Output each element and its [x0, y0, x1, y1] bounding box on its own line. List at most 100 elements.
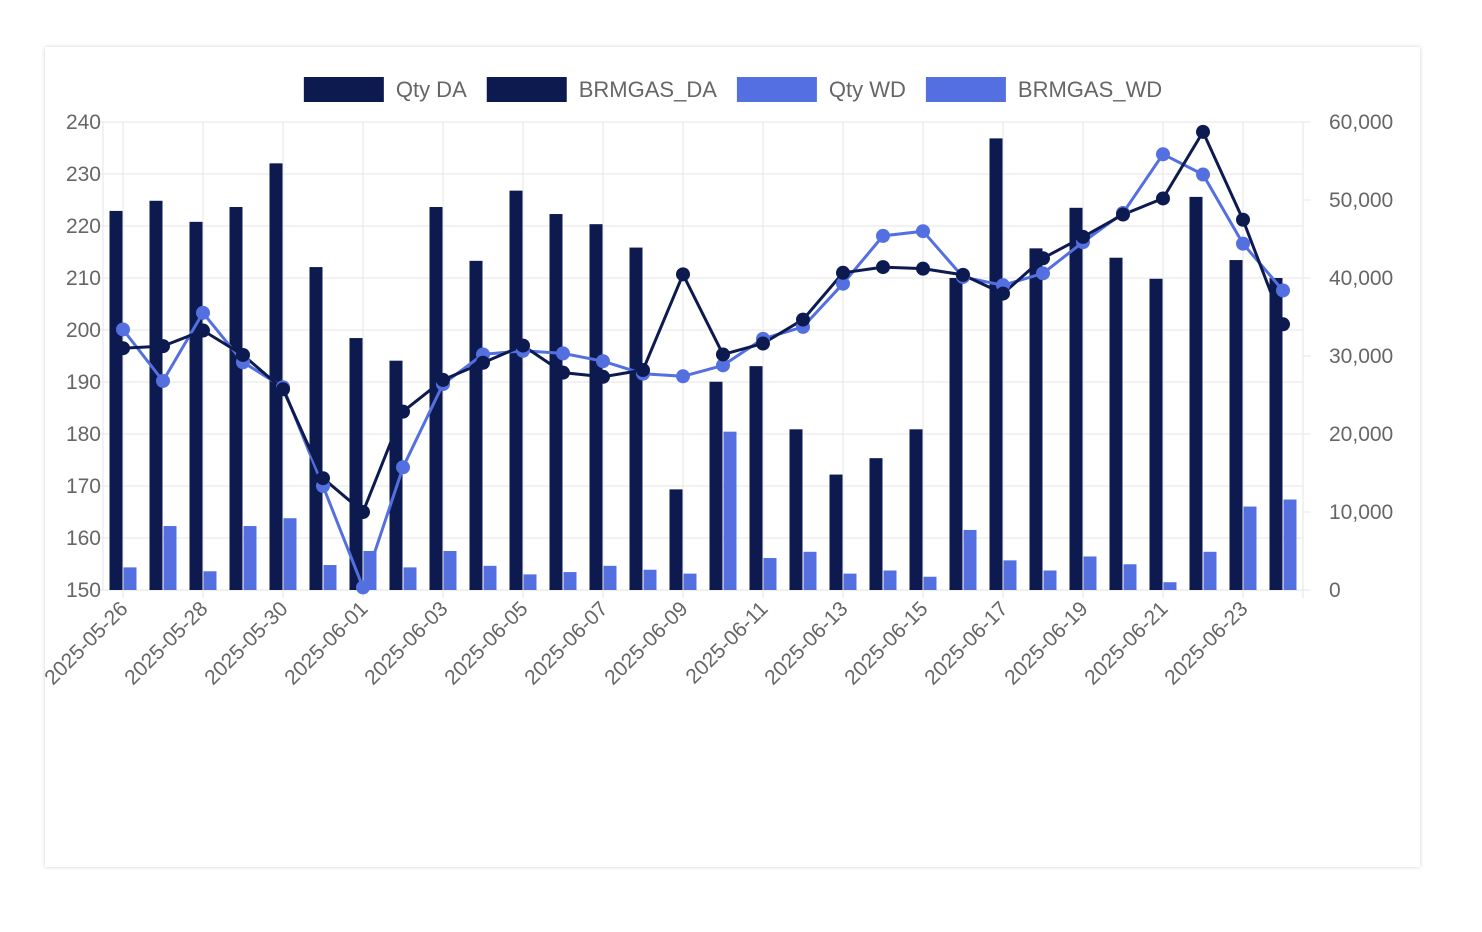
point-brmgas-wd	[116, 322, 130, 337]
point-brmgas-da	[596, 369, 610, 384]
bar-qty-wd	[1083, 556, 1097, 590]
x-tick-label: 2025-06-03	[360, 597, 452, 689]
point-brmgas-wd	[916, 224, 930, 239]
point-brmgas-da	[316, 471, 330, 486]
bar-qty-wd	[883, 570, 897, 590]
point-brmgas-da	[156, 339, 170, 354]
x-tick-label: 2025-06-17	[920, 597, 1012, 689]
bar-qty-wd	[403, 567, 417, 590]
y-right-tick-label: 0	[1329, 579, 1341, 602]
point-brmgas-da	[1036, 251, 1050, 266]
y-right-tick-label: 20,000	[1329, 423, 1393, 446]
point-brmgas-da	[1236, 212, 1250, 227]
x-tick-label: 2025-05-28	[120, 597, 212, 689]
bar-qty-da	[1149, 278, 1163, 590]
bar-qty-wd	[723, 431, 737, 590]
line-brmgas-wd	[121, 152, 1285, 589]
bar-qty-da	[1069, 207, 1083, 591]
bar-qty-da	[1029, 248, 1043, 591]
bar-qty-wd	[1283, 499, 1297, 590]
point-brmgas-da	[396, 404, 410, 419]
y-left-tick-label: 160	[66, 527, 101, 550]
bar-qty-wd	[923, 576, 937, 590]
point-brmgas-wd	[356, 580, 370, 595]
bar-qty-da	[909, 429, 923, 590]
y-left-tick-label: 190	[66, 371, 101, 394]
bar-qty-da	[229, 207, 243, 590]
point-brmgas-wd	[1276, 283, 1290, 298]
point-brmgas-wd	[836, 276, 850, 291]
bar-qty-wd	[483, 565, 497, 590]
point-brmgas-da	[716, 347, 730, 362]
legend-label: Qty DA	[396, 77, 467, 102]
point-brmgas-da	[636, 363, 650, 378]
y-right-tick-label: 40,000	[1329, 267, 1393, 290]
point-brmgas-da	[276, 382, 290, 397]
x-tick-label: 2025-06-05	[440, 597, 532, 689]
point-brmgas-da	[1156, 191, 1170, 206]
bar-qty-wd	[1163, 582, 1177, 590]
y-left-tick-label: 210	[66, 267, 101, 290]
point-brmgas-da	[916, 261, 930, 276]
points	[116, 124, 1290, 595]
bar-qty-da	[669, 489, 683, 590]
bar-qty-da	[789, 429, 803, 590]
point-brmgas-da	[1076, 229, 1090, 244]
y-right-tick-label: 10,000	[1329, 501, 1393, 524]
point-brmgas-wd	[676, 369, 690, 384]
x-tick-label: 2025-06-01	[280, 597, 372, 689]
y-left-tick-label: 220	[66, 215, 101, 238]
legend: Qty DA BRMGAS_DA Qty WD BRMGAS_WD	[303, 77, 1162, 102]
point-brmgas-da	[1116, 207, 1130, 222]
point-brmgas-da	[236, 347, 250, 362]
point-brmgas-da	[676, 267, 690, 282]
bar-qty-wd	[1043, 570, 1057, 590]
bar-qty-da	[749, 366, 763, 590]
legend-swatch	[736, 77, 817, 102]
point-brmgas-da	[796, 312, 810, 327]
bar-qty-wd	[963, 529, 977, 590]
bar-qty-wd	[1203, 551, 1217, 590]
bar-qty-da	[949, 278, 963, 590]
x-tick-label: 2025-06-21	[1080, 597, 1172, 689]
bar-qty-wd	[243, 526, 257, 590]
x-tick-label: 2025-06-07	[520, 597, 612, 689]
x-tick-label: 2025-06-11	[681, 597, 772, 688]
point-brmgas-da	[876, 260, 890, 275]
y-right-tick-label: 50,000	[1329, 189, 1393, 212]
bar-qty-da	[989, 138, 1003, 590]
x-tick-label: 2025-05-26	[40, 597, 132, 689]
bar-qty-da	[589, 224, 603, 590]
bar-qty-da	[109, 210, 123, 591]
bar-qty-wd	[163, 526, 177, 590]
bar-qty-wd	[1123, 564, 1137, 590]
bar-qty-da	[549, 214, 563, 591]
bar-qty-da	[349, 338, 363, 590]
point-brmgas-wd	[396, 460, 410, 475]
point-brmgas-wd	[876, 228, 890, 243]
bar-qty-wd	[443, 551, 457, 590]
bar-qty-da	[469, 260, 483, 590]
x-tick-label: 2025-06-15	[840, 597, 932, 689]
bar-qty-da	[869, 458, 883, 590]
bar-qty-wd	[1003, 560, 1017, 590]
legend-label: BRMGAS_DA	[579, 77, 717, 102]
bar-qty-da	[189, 221, 203, 590]
line-brmgas-da	[122, 130, 1285, 514]
y-right-tick-label: 30,000	[1329, 345, 1393, 368]
bar-qty-wd	[1243, 506, 1257, 590]
point-brmgas-da	[356, 505, 370, 519]
bar-qty-wd	[803, 551, 817, 590]
bar-qty-wd	[643, 569, 657, 590]
bar-qty-wd	[603, 565, 617, 590]
point-brmgas-da	[436, 372, 450, 387]
bar-qty-da	[1189, 196, 1203, 590]
bar-qty-wd	[323, 565, 337, 590]
point-brmgas-da	[516, 338, 530, 353]
y-left-tick-label: 170	[66, 475, 101, 498]
bar-qty-da	[709, 381, 723, 590]
bar-qty-da	[629, 247, 643, 590]
legend-label: Qty WD	[829, 77, 906, 102]
y-left-tick-label: 230	[66, 163, 101, 186]
grid	[95, 121, 1311, 598]
